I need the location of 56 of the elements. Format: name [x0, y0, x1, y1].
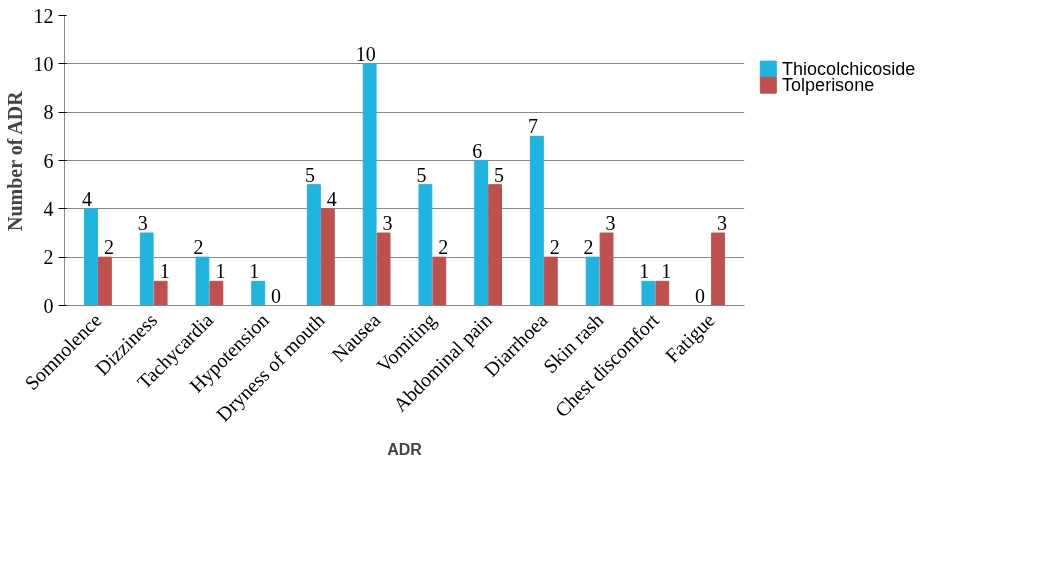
bar	[711, 232, 725, 306]
bar	[139, 232, 154, 306]
y-tick-label: 8	[43, 101, 54, 124]
y-tick-label: 4	[43, 197, 54, 220]
y-axis-title: Number of ADR	[3, 90, 26, 232]
data-label: 2	[193, 236, 204, 259]
bar	[418, 184, 433, 306]
bar	[641, 280, 656, 306]
bar	[655, 280, 670, 306]
data-label: 10	[355, 42, 376, 65]
data-label: 5	[304, 163, 315, 186]
data-label: 4	[326, 187, 337, 210]
bar	[543, 256, 558, 306]
bar	[599, 232, 614, 306]
data-label: 1	[249, 260, 260, 283]
data-label: 5	[494, 163, 505, 186]
bar	[251, 280, 266, 306]
data-label: 0	[271, 284, 282, 307]
bar	[488, 184, 502, 306]
bar	[195, 256, 210, 306]
y-tick-label: 2	[43, 246, 54, 269]
data-label: 2	[103, 236, 114, 259]
y-tick-label: 0	[43, 294, 54, 317]
x-axis-title: ADR	[387, 441, 423, 459]
data-label: 6	[472, 139, 483, 162]
data-label: 1	[215, 260, 226, 283]
bar	[153, 280, 168, 306]
data-label: 2	[549, 236, 560, 259]
y-tick-label: 10	[33, 52, 54, 75]
y-tick-label: 12	[33, 4, 54, 27]
data-label: 7	[527, 115, 538, 138]
data-label: 4	[81, 187, 92, 210]
bar	[307, 184, 321, 306]
data-label: 5	[416, 163, 427, 186]
data-label: 2	[438, 236, 449, 259]
data-label: 3	[382, 212, 393, 234]
bar	[376, 232, 391, 306]
data-label: 0	[695, 284, 706, 307]
data-label: 1	[159, 260, 170, 283]
bar	[585, 256, 600, 306]
data-label: 3	[137, 212, 148, 234]
bar	[474, 160, 489, 306]
bar	[209, 280, 224, 306]
data-label: 3	[717, 212, 728, 234]
bar	[320, 208, 335, 306]
data-label: 2	[583, 236, 594, 259]
bar	[529, 135, 544, 306]
bar	[98, 256, 112, 306]
bar	[432, 256, 447, 306]
bar	[362, 63, 377, 306]
bar	[84, 208, 98, 306]
legend-label: Tolperisone	[782, 75, 875, 96]
data-label: 1	[661, 260, 672, 283]
data-label: 3	[605, 212, 616, 234]
data-label: 1	[639, 260, 650, 283]
y-tick-label: 6	[43, 149, 54, 172]
